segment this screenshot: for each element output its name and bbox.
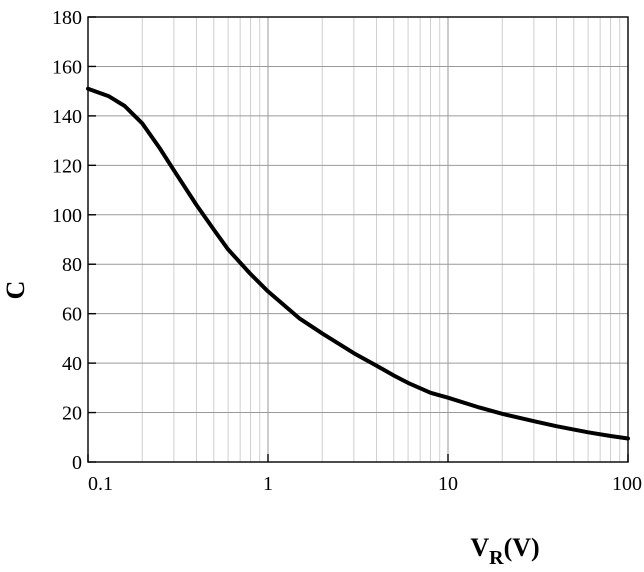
- y-axis-label: C: [1, 281, 30, 300]
- y-tick-label: 60: [62, 304, 82, 326]
- x-tick-label: 0.1: [88, 473, 113, 495]
- y-tick-label: 20: [62, 403, 82, 425]
- y-tick-label: 0: [72, 452, 82, 474]
- x-axis-label-main: V: [470, 533, 489, 562]
- y-tick-label: 80: [62, 254, 82, 276]
- x-tick-label: 10: [438, 473, 458, 495]
- y-tick-label: 40: [62, 353, 82, 375]
- x-tick-label: 1: [263, 473, 273, 495]
- capacitance-curve: [86, 86, 630, 441]
- y-axis-ticks: 0 20 40 60 80 100 120 140 160 180: [52, 7, 96, 474]
- y-tick-label: 120: [52, 155, 82, 177]
- x-axis-label-sub: R: [489, 547, 504, 569]
- y-tick-label: 140: [52, 106, 82, 128]
- x-tick-label: 100: [612, 473, 642, 495]
- x-axis-label: VR(V): [470, 533, 539, 569]
- y-tick-label: 180: [52, 7, 82, 29]
- plot-frame: [87, 16, 629, 463]
- x-axis-ticks: 0.1 1 10 100: [87, 454, 642, 495]
- y-tick-label: 100: [52, 205, 82, 227]
- y-tick-label: 160: [52, 56, 82, 78]
- x-axis-label-unit: (V): [504, 533, 540, 562]
